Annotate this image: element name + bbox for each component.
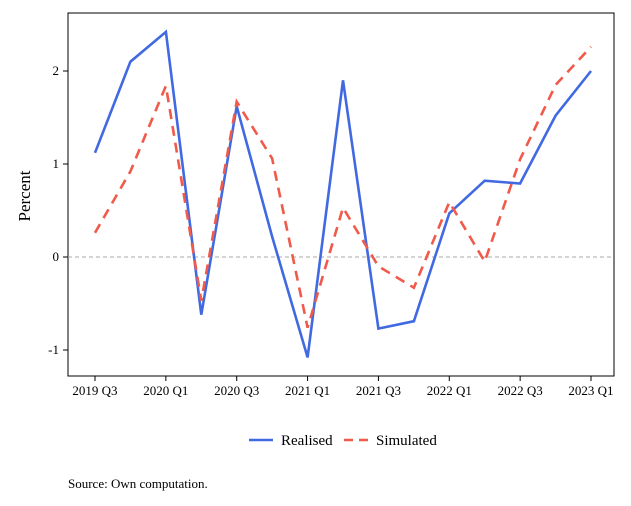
legend-label-realised: Realised: [281, 433, 333, 449]
y-tick-label: -1: [48, 342, 59, 357]
source-note: Source: Own computation.: [68, 476, 208, 491]
y-axis-title: Percent: [15, 170, 34, 221]
plot-area-border: [67, 12, 615, 377]
y-tick-label: 2: [53, 63, 60, 78]
legend: Realised Simulated: [249, 433, 437, 449]
series-line-simulated: [93, 45, 592, 329]
legend-label-simulated: Simulated: [376, 433, 437, 449]
series-line-realised: [93, 29, 593, 358]
x-tick-label: 2021 Q1: [285, 383, 330, 398]
x-tick-label: 2023 Q1: [568, 383, 613, 398]
x-tick-label: 2020 Q1: [143, 383, 188, 398]
y-tick-label: 0: [53, 249, 60, 264]
x-tick-label: 2021 Q3: [356, 383, 401, 398]
y-tick-label: 1: [53, 156, 60, 171]
x-tick-label: 2019 Q3: [72, 383, 117, 398]
x-tick-label: 2020 Q3: [214, 383, 259, 398]
x-tick-label: 2022 Q3: [498, 383, 543, 398]
x-tick-label: 2022 Q1: [427, 383, 472, 398]
